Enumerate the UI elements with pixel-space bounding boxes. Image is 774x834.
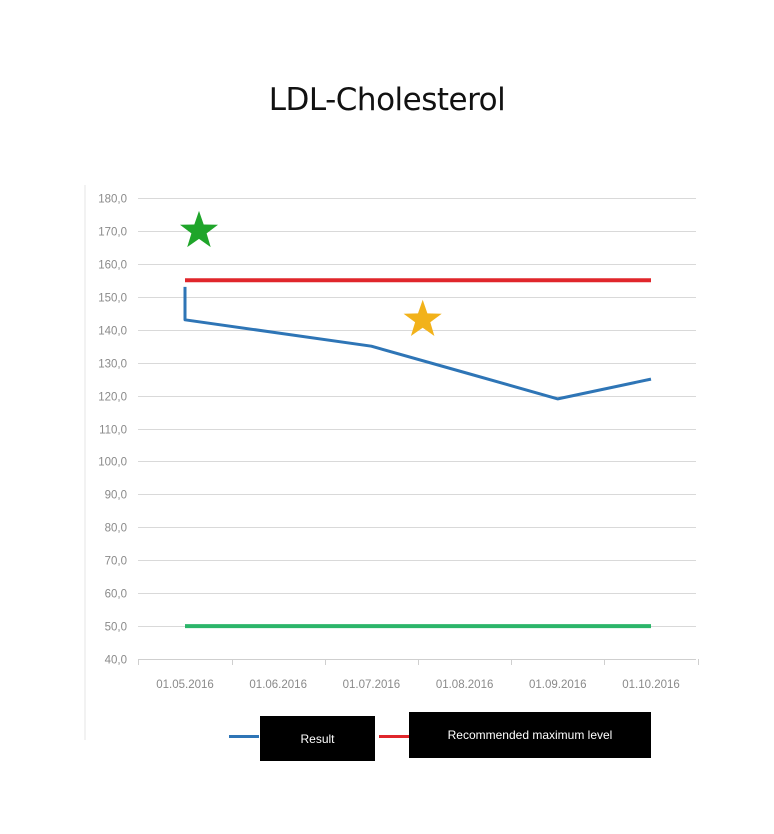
chart-title: LDL-Cholesterol: [268, 82, 506, 118]
y-tick-label: 110,0: [99, 425, 127, 437]
series-line-result: [183, 286, 652, 401]
yellow-star-icon: [403, 299, 442, 336]
y-tick-label: 80,0: [105, 523, 127, 535]
y-tick-label: 60,0: [105, 589, 127, 601]
y-tick-label: 120,0: [98, 392, 127, 404]
x-tick-label: 01.08.2016: [436, 679, 494, 691]
y-tick-label: 40,0: [105, 655, 127, 667]
annotations: [180, 210, 442, 336]
x-tick-label: 01.07.2016: [343, 679, 401, 691]
y-tick-label: 130,0: [98, 359, 127, 371]
y-tick-label: 180,0: [98, 194, 127, 206]
grid-lines: [138, 198, 696, 627]
y-tick-label: 90,0: [105, 490, 127, 502]
x-tick-label: 01.10.2016: [622, 679, 680, 691]
green-star-icon: [180, 210, 218, 248]
legend-swatch-recommended-maximum: [379, 735, 409, 738]
legend-label-result: Result: [260, 716, 375, 761]
series-lines: [183, 278, 652, 629]
y-tick-label: 50,0: [105, 622, 127, 634]
x-tick-label: 01.09.2016: [529, 679, 587, 691]
y-tick-label: 70,0: [105, 556, 127, 568]
y-tick-label: 140,0: [98, 326, 127, 338]
y-tick-label: 100,0: [98, 457, 127, 469]
y-tick-label: 150,0: [98, 293, 127, 305]
axes: [84, 185, 699, 740]
legend-label-recommended-maximum: Recommended maximum level: [409, 712, 651, 758]
legend-swatch-result: [229, 735, 259, 738]
x-tick-label: 01.06.2016: [249, 679, 307, 691]
x-tick-labels: 01.05.2016 01.06.2016 01.07.2016 01.08.2016…: [156, 679, 680, 691]
x-tick-label: 01.05.2016: [156, 679, 214, 691]
y-tick-labels: 40,0 50,0 60,0 70,0 80,0 90,0 100,0 110,0 120,0 1…: [98, 194, 127, 667]
y-tick-label: 160,0: [98, 260, 127, 272]
y-tick-label: 170,0: [98, 227, 127, 239]
